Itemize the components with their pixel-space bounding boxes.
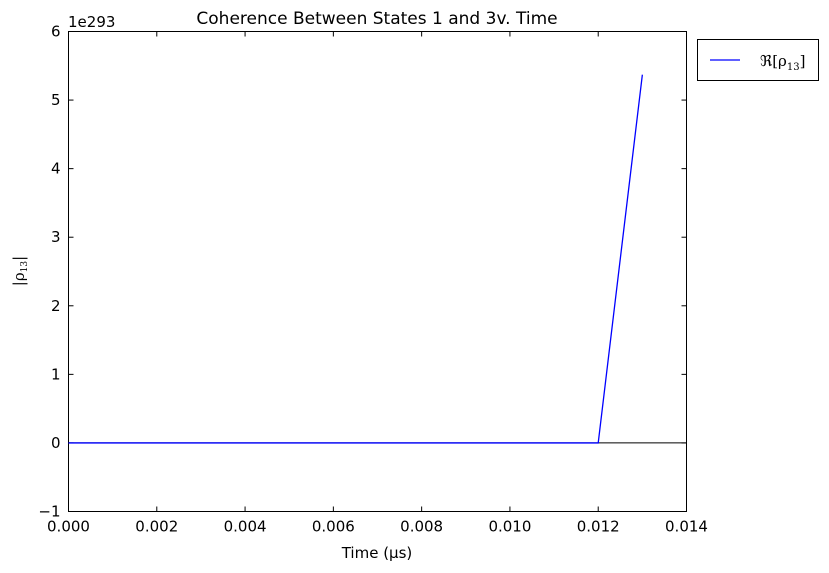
x-tick-label: 0.008 bbox=[400, 518, 443, 536]
y-axis-label: |ρ13| bbox=[10, 256, 30, 286]
y-tick-label: 6 bbox=[51, 23, 61, 41]
x-tick-label: 0.004 bbox=[224, 518, 267, 536]
legend: ℜ[ρ13] bbox=[697, 39, 819, 81]
legend-entry-end: ] bbox=[800, 52, 806, 70]
x-tick-label: 0.006 bbox=[312, 518, 355, 536]
x-tick-label: 0.002 bbox=[135, 518, 178, 536]
x-tick-label: 0.000 bbox=[47, 518, 90, 536]
plot-area: 0.000 0.002 0.004 0.006 0.008 0.010 0.012 0.014… bbox=[38, 23, 708, 536]
y-tick-label: 0 bbox=[51, 434, 61, 452]
y-tick-label: 1 bbox=[51, 365, 61, 383]
plot-frame bbox=[68, 31, 687, 512]
x-tick-label: 0.014 bbox=[665, 518, 708, 536]
x-tick-label: 0.012 bbox=[577, 518, 620, 536]
series-line bbox=[68, 74, 644, 444]
y-axis-label-sub: 13 bbox=[20, 261, 30, 273]
y-tick-label: 2 bbox=[51, 297, 61, 315]
svg-text:|ρ13|: |ρ13| bbox=[10, 256, 30, 286]
y-tick-label: 3 bbox=[51, 228, 61, 246]
legend-entry: ℜ[ρ13] bbox=[760, 52, 805, 73]
y-tick-label: 4 bbox=[51, 160, 61, 178]
series-group bbox=[68, 74, 644, 444]
x-tick-label: 0.010 bbox=[488, 518, 531, 536]
x-axis-label: Time (μs) bbox=[341, 544, 413, 562]
chart-title: Coherence Between States 1 and 3v. Time bbox=[196, 9, 557, 29]
y-tick-label: −1 bbox=[38, 503, 60, 521]
y-axis-label-main: |ρ bbox=[10, 272, 28, 286]
legend-entry-sub: 13 bbox=[787, 62, 800, 73]
y-tick-label: 5 bbox=[51, 91, 61, 109]
y-axis-label-end: | bbox=[10, 256, 28, 261]
x-ticks: 0.000 0.002 0.004 0.006 0.008 0.010 0.012 0.014 bbox=[47, 31, 708, 536]
legend-entry-main: ℜ[ρ bbox=[760, 52, 787, 70]
y-ticks: −1 0 1 2 3 4 5 6 bbox=[38, 23, 687, 521]
y-offset-text: 1e293 bbox=[68, 13, 115, 31]
